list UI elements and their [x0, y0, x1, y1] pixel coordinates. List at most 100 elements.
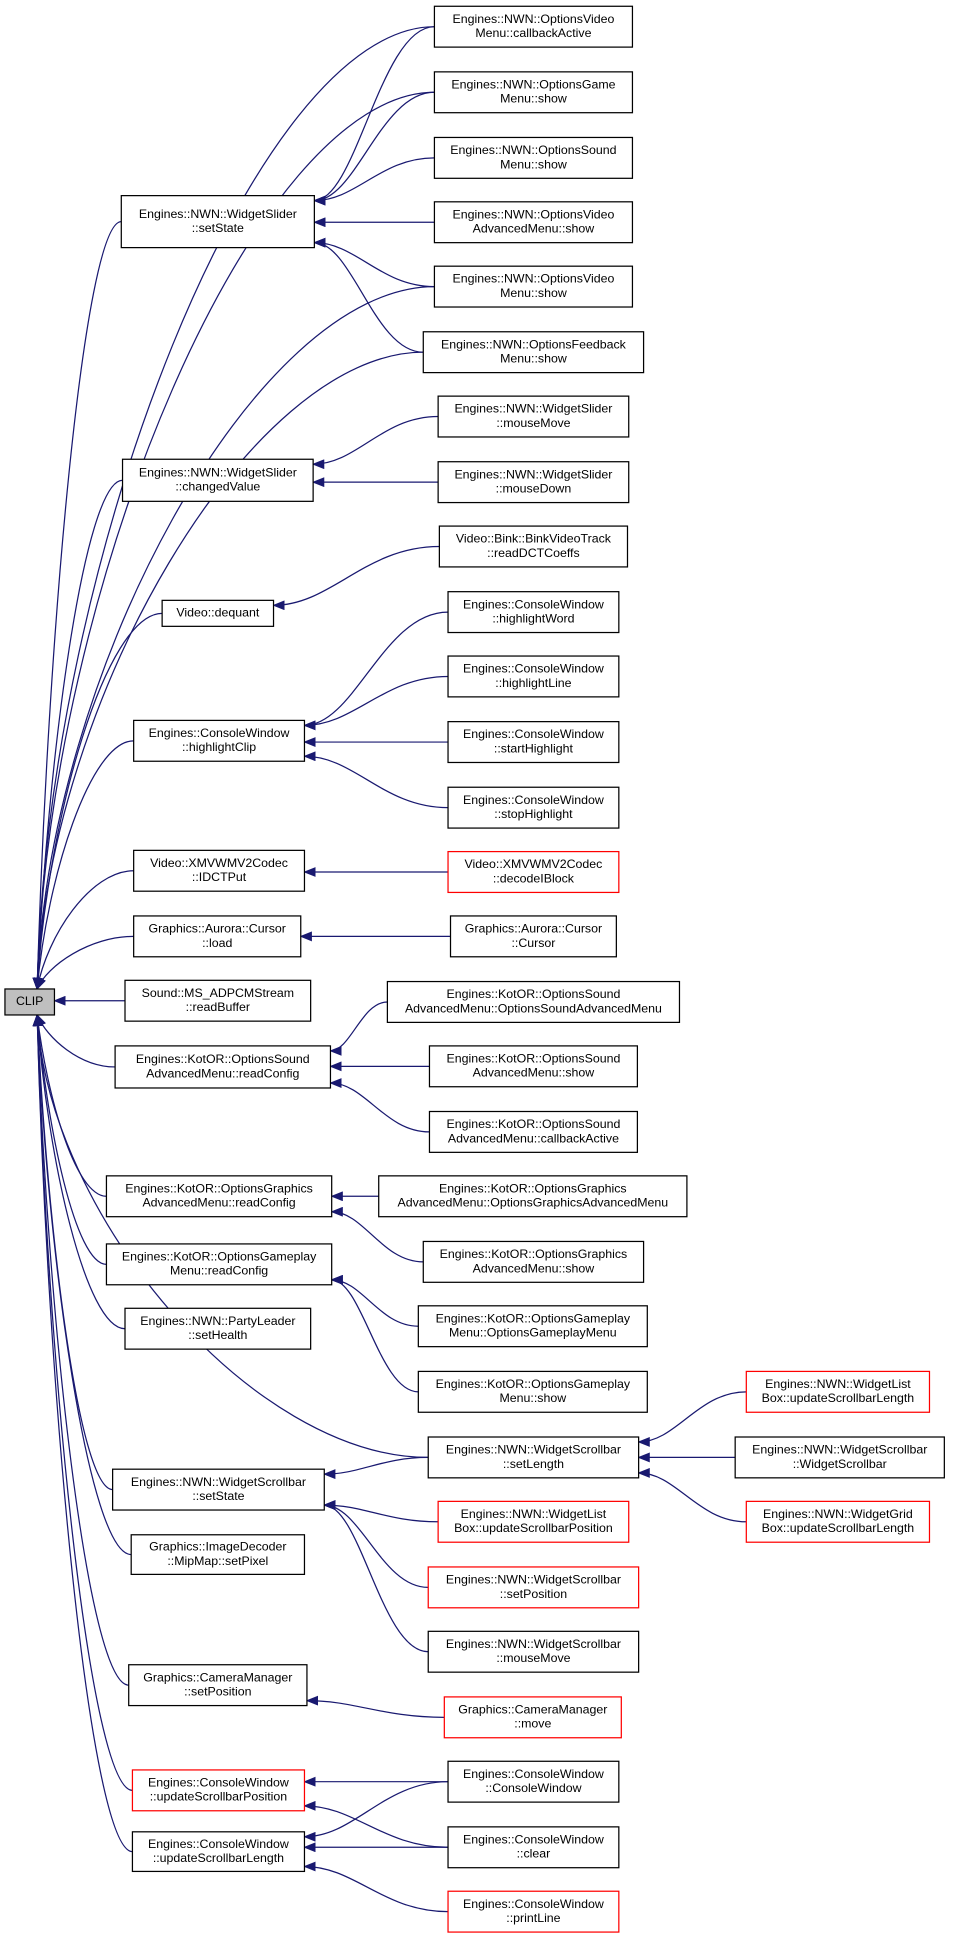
node-label: AdvancedMenu::show	[473, 222, 595, 236]
node-label: Engines::KotOR::OptionsGameplay	[436, 1377, 631, 1391]
node: Graphics::ImageDecoder::MipMap::setPixel	[130, 1534, 306, 1576]
node: Engines::ConsoleWindow::startHighlight	[447, 721, 620, 764]
node-label: Graphics::Aurora::Cursor	[149, 922, 286, 936]
node: Engines::NWN::WidgetScrollbar::setState	[112, 1468, 325, 1511]
node: Engines::NWN::WidgetScrollbar::setPositi…	[427, 1566, 640, 1609]
node-box	[131, 1769, 306, 1812]
node: Engines::KotOR::OptionsSoundAdvancedMenu…	[428, 1110, 639, 1153]
node-box	[427, 1566, 640, 1609]
node-label: Engines::NWN::WidgetGrid	[763, 1507, 913, 1521]
node: Video::XMVWMV2Codec::IDCTPut	[133, 849, 306, 892]
node-label: Engines::ConsoleWindow	[463, 1832, 604, 1846]
node-label: Menu::show	[500, 286, 567, 300]
node-label: Engines::NWN::WidgetSlider	[139, 207, 297, 221]
edge	[36, 1013, 116, 1068]
node-box	[447, 786, 620, 829]
node-label: ::load	[202, 936, 232, 950]
node: Engines::NWN::OptionsVideoMenu::callback…	[433, 5, 634, 48]
edge	[313, 157, 435, 206]
edge	[313, 237, 424, 353]
node-label: Engines::ConsoleWindow	[148, 1776, 289, 1790]
node: Engines::ConsoleWindow::printLine	[447, 1890, 620, 1933]
node-label: Engines::NWN::OptionsVideo	[452, 272, 614, 286]
node: Engines::NWN::PartyLeader::setHealth	[124, 1307, 312, 1350]
node-label: Engines::KotOR::OptionsSound	[447, 1117, 621, 1131]
node-label: ::decodeIBlock	[493, 871, 575, 885]
node-box	[437, 461, 630, 504]
node: Engines::NWN::WidgetGridBox::updateScrol…	[745, 1500, 931, 1543]
node: Engines::NWN::WidgetSlider::changedValue	[121, 458, 314, 502]
node-box	[437, 1500, 630, 1543]
node: Video::dequant	[161, 599, 275, 627]
node-box	[131, 1831, 306, 1873]
node: Engines::NWN::WidgetSlider::mouseMove	[437, 395, 630, 438]
node: Engines::ConsoleWindow::stopHighlight	[447, 786, 620, 829]
node-label: AdvancedMenu::readConfig	[142, 1196, 295, 1210]
node: Video::Bink::BinkVideoTrack::readDCTCoef…	[438, 525, 629, 568]
node-label: Engines::ConsoleWindow	[463, 793, 604, 807]
node-label: Engines::KotOR::OptionsGraphics	[125, 1181, 313, 1195]
node-label: ::mouseMove	[496, 416, 570, 430]
node-box	[447, 1760, 620, 1803]
node-box	[447, 850, 620, 894]
node-box	[128, 1664, 308, 1707]
node-label: Graphics::Aurora::Cursor	[465, 922, 602, 936]
edge	[303, 1800, 449, 1848]
node: Engines::KotOR::OptionsSoundAdvancedMenu…	[386, 980, 681, 1024]
node-label: Engines::KotOR::OptionsGameplay	[436, 1311, 631, 1325]
node-label: ::readBuffer	[186, 1000, 250, 1014]
edge	[33, 740, 134, 991]
edge	[32, 612, 163, 991]
node-label: ::IDCTPut	[192, 870, 247, 884]
node-label: ::highlightClip	[182, 740, 256, 754]
edge	[32, 221, 122, 991]
node-label: Engines::NWN::WidgetScrollbar	[752, 1443, 927, 1457]
node: Graphics::CameraManager::move	[443, 1696, 622, 1739]
node: Engines::ConsoleWindow::highlightWord	[447, 591, 620, 634]
edge	[32, 91, 435, 991]
node-label: Engines::NWN::WidgetSlider	[454, 402, 612, 416]
node-label: ::clear	[517, 1847, 551, 1861]
node-box	[745, 1500, 931, 1543]
node-label: Engines::ConsoleWindow	[463, 662, 604, 676]
edge	[32, 1013, 126, 1330]
node-box	[428, 1045, 639, 1088]
node-label: ::mouseMove	[496, 1651, 570, 1665]
edge	[313, 91, 435, 206]
node-label: ::setHealth	[188, 1328, 247, 1342]
node-label: ::ConsoleWindow	[485, 1781, 581, 1795]
node-label: Box::updateScrollbarLength	[762, 1521, 915, 1535]
node: Engines::NWN::WidgetSlider::setState	[120, 195, 315, 249]
node-label: ::setPosition	[500, 1587, 567, 1601]
node-box	[422, 1240, 645, 1283]
node-label: Engines::NWN::OptionsGame	[451, 77, 615, 91]
edge	[323, 1500, 429, 1588]
node-box	[427, 1630, 640, 1673]
edge	[272, 545, 440, 611]
edge	[32, 1013, 132, 1556]
node-label: ::WidgetScrollbar	[793, 1457, 887, 1471]
node-label: Graphics::ImageDecoder	[149, 1540, 286, 1554]
edge	[303, 611, 449, 731]
node-box	[433, 265, 634, 308]
node-label: ::highlightLine	[495, 676, 571, 690]
edge	[32, 1013, 133, 1853]
node: Engines::NWN::WidgetScrollbar::WidgetScr…	[734, 1436, 945, 1479]
node-box	[447, 1826, 620, 1869]
node-box	[417, 1370, 648, 1413]
node-label: Engines::NWN::WidgetSlider	[454, 467, 612, 481]
node-label: ::updateScrollbarLength	[153, 1851, 284, 1865]
edge	[32, 285, 435, 991]
node: Engines::ConsoleWindow::clear	[447, 1826, 620, 1869]
node-label: Engines::NWN::WidgetSlider	[139, 465, 297, 479]
node-box	[130, 1534, 306, 1576]
edge	[323, 1500, 439, 1523]
node-label: Engines::NWN::OptionsVideo	[452, 207, 614, 221]
edge	[303, 675, 449, 731]
node-label: ::setState	[192, 1489, 244, 1503]
node-label: Video::dequant	[176, 606, 259, 620]
node-box	[745, 1370, 931, 1413]
node-box	[105, 1243, 333, 1286]
node-label: Engines::KotOR::OptionsGraphics	[440, 1247, 628, 1261]
